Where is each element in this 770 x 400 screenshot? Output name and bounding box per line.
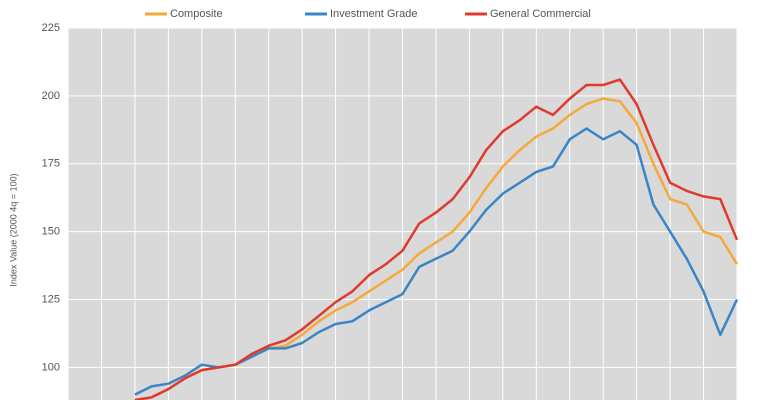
y-tick-label: 100 [42, 361, 60, 373]
y-axis-title: Index Value (2000 4q = 100) [8, 173, 18, 286]
legend-label: General Commercial [490, 8, 591, 20]
y-tick-label: 125 [42, 293, 60, 305]
series-line [134, 78, 739, 400]
y-tick-label: 225 [42, 22, 60, 34]
y-tick-label: 200 [42, 90, 60, 102]
legend-label: Composite [170, 8, 223, 20]
y-tick-label: 150 [42, 226, 60, 238]
legend-label: Investment Grade [330, 8, 417, 20]
y-tick-label: 175 [42, 158, 60, 170]
